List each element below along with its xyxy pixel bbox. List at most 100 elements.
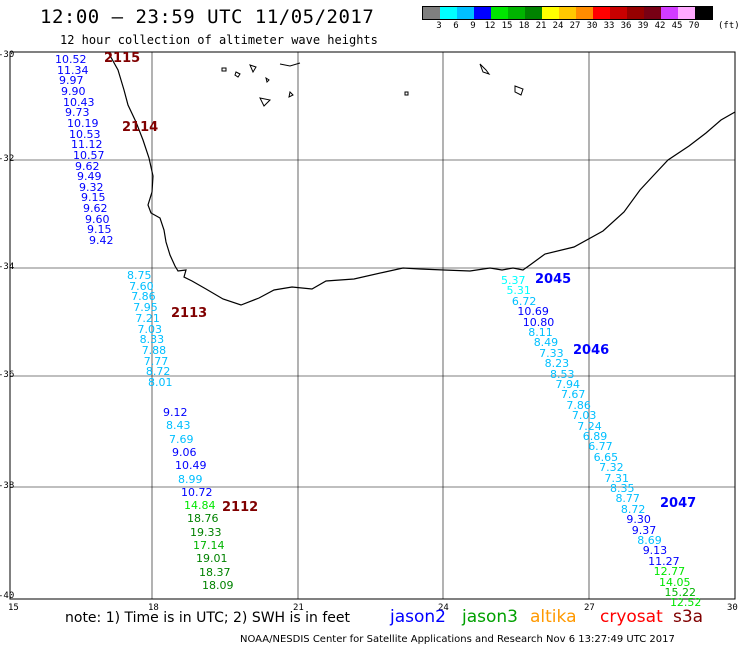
legend-jason3: jason3 bbox=[462, 607, 518, 627]
wave-height-value: 6.89 bbox=[582, 430, 608, 443]
color-swatch bbox=[525, 7, 542, 19]
color-swatch bbox=[593, 7, 610, 19]
map-subtitle: 12 hour collection of altimeter wave hei… bbox=[60, 33, 378, 47]
color-scale-label: 33 bbox=[603, 21, 615, 31]
islands bbox=[221, 62, 524, 107]
color-swatch bbox=[627, 7, 644, 19]
wave-height-value: 7.03 bbox=[137, 322, 163, 336]
color-swatch bbox=[491, 7, 508, 19]
wave-height-value: 7.60 bbox=[129, 279, 154, 293]
lat-tick-label: -34 bbox=[0, 262, 15, 272]
color-scale-label: 36 bbox=[620, 21, 632, 31]
wave-height-value: 14.84 bbox=[184, 499, 216, 513]
lat-tick-label: -30 bbox=[0, 50, 15, 60]
color-scale-bar bbox=[422, 6, 713, 20]
wave-height-value: 7.24 bbox=[577, 419, 602, 433]
color-swatch bbox=[576, 7, 593, 19]
color-swatch bbox=[644, 7, 661, 19]
wave-height-value: 19.33 bbox=[190, 525, 222, 539]
color-scale-label: 3 bbox=[436, 21, 442, 31]
legend-s3a: s3a bbox=[673, 607, 704, 627]
pass-number-label: 2114 bbox=[122, 120, 159, 135]
wave-height-value: 8.11 bbox=[528, 326, 553, 339]
wave-height-value: 8.99 bbox=[178, 472, 203, 486]
wave-height-value: 9.42 bbox=[89, 234, 114, 248]
color-scale-label: 15 bbox=[501, 21, 513, 31]
wave-height-value: 7.32 bbox=[599, 461, 624, 475]
color-scale-label: 45 bbox=[671, 21, 683, 31]
pass-number-label: 2045 bbox=[535, 272, 572, 287]
wave-height-value: 15.22 bbox=[664, 586, 697, 599]
color-scale-label: 27 bbox=[569, 21, 581, 31]
wave-height-value: 5.37 bbox=[501, 274, 526, 287]
pass-number-label: 2047 bbox=[660, 496, 697, 511]
wave-height-value: 7.86 bbox=[131, 290, 156, 304]
wave-height-value: 7.94 bbox=[555, 378, 581, 391]
wave-height-value: 8.33 bbox=[139, 333, 165, 347]
coastline bbox=[107, 51, 736, 306]
wave-height-value: 10.43 bbox=[63, 95, 95, 109]
lat-tick-label: -36 bbox=[0, 370, 15, 380]
wave-height-value: 12.52 bbox=[669, 596, 702, 610]
wave-height-value: 9.30 bbox=[626, 513, 651, 527]
wave-height-value: 9.15 bbox=[81, 191, 106, 205]
wave-height-value: 9.49 bbox=[77, 170, 102, 184]
wave-height-value: 7.86 bbox=[566, 398, 591, 412]
pass-number-label: 2113 bbox=[171, 306, 208, 321]
color-scale-label: 6 bbox=[453, 21, 459, 31]
wave-height-value: 6.72 bbox=[511, 294, 537, 308]
wave-height-value: 9.13 bbox=[642, 544, 668, 558]
wave-height-value: 10.52 bbox=[55, 53, 87, 66]
color-swatch bbox=[542, 7, 559, 19]
wave-height-value: 9.12 bbox=[163, 406, 188, 419]
color-scale-label: 9 bbox=[470, 21, 476, 31]
wave-height-value: 11.34 bbox=[57, 63, 89, 77]
wave-height-value: 9.62 bbox=[83, 202, 108, 216]
wave-height-value: 8.35 bbox=[610, 482, 635, 495]
wave-height-value: 10.19 bbox=[67, 116, 99, 130]
lon-tick-label: 15 bbox=[8, 603, 19, 613]
wave-height-value: 7.33 bbox=[539, 346, 564, 360]
wave-height-value: 10.69 bbox=[517, 305, 549, 319]
map-title: 12:00 – 23:59 UTC 11/05/2017 bbox=[40, 6, 375, 28]
legend-cryosat: cryosat bbox=[600, 607, 663, 627]
color-swatch bbox=[695, 7, 712, 19]
wave-height-value: 8.53 bbox=[550, 367, 575, 381]
pass-number-label: 2115 bbox=[104, 51, 141, 66]
color-swatch bbox=[559, 7, 576, 19]
wave-height-value: 9.06 bbox=[172, 445, 197, 459]
wave-height-value: 9.60 bbox=[85, 212, 110, 226]
pass-number-label: 2046 bbox=[573, 343, 610, 358]
wave-height-value: 5.31 bbox=[506, 284, 531, 298]
wave-height-value: 7.31 bbox=[604, 471, 630, 485]
wave-height-value: 11.27 bbox=[648, 554, 680, 568]
wave-height-value: 9.62 bbox=[75, 159, 100, 173]
lon-tick-label: 24 bbox=[438, 603, 449, 613]
color-scale-label: 18 bbox=[518, 21, 530, 31]
color-swatch bbox=[610, 7, 627, 19]
wave-height-value: 10.53 bbox=[69, 127, 101, 141]
color-scale-label: 30 bbox=[586, 21, 598, 31]
wave-height-value: 8.69 bbox=[637, 534, 662, 547]
wave-height-value: 17.14 bbox=[193, 539, 225, 552]
wave-height-value: 7.69 bbox=[169, 432, 194, 446]
credit-footer: NOAA/NESDIS Center for Satellite Applica… bbox=[240, 634, 675, 645]
map-grid bbox=[9, 51, 736, 600]
color-scale-label: 70 bbox=[688, 21, 700, 31]
wave-height-value: 8.49 bbox=[533, 336, 559, 350]
lat-tick-label: -32 bbox=[0, 154, 15, 164]
lon-tick-label: 27 bbox=[584, 603, 595, 613]
color-scale-label: 21 bbox=[535, 21, 547, 31]
wave-height-value: 19.01 bbox=[196, 552, 228, 566]
wave-height-value: 10.49 bbox=[175, 459, 207, 473]
wave-height-value: 7.95 bbox=[133, 301, 158, 315]
wave-height-value: 9.15 bbox=[87, 223, 112, 237]
wave-height-value: 9.90 bbox=[61, 84, 86, 98]
wave-height-value: 18.37 bbox=[199, 565, 231, 579]
wave-height-value: 8.77 bbox=[615, 492, 640, 506]
wave-height-value: 6.65 bbox=[593, 450, 619, 464]
color-scale-unit: (ft) bbox=[718, 21, 740, 31]
wave-height-value: 7.67 bbox=[560, 388, 586, 402]
lon-tick-label: 30 bbox=[727, 603, 738, 613]
